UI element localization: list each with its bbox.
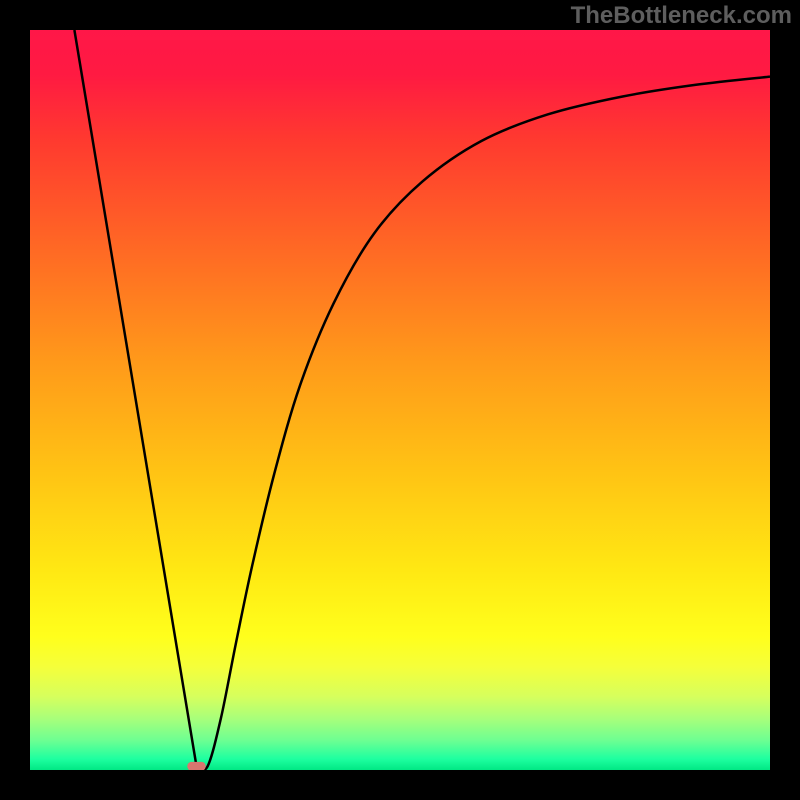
minimum-marker <box>187 762 206 770</box>
gradient-background <box>30 30 770 770</box>
bottleneck-chart <box>30 30 770 770</box>
watermark-text: TheBottleneck.com <box>571 2 792 30</box>
chart-frame: TheBottleneck.com <box>0 0 800 800</box>
